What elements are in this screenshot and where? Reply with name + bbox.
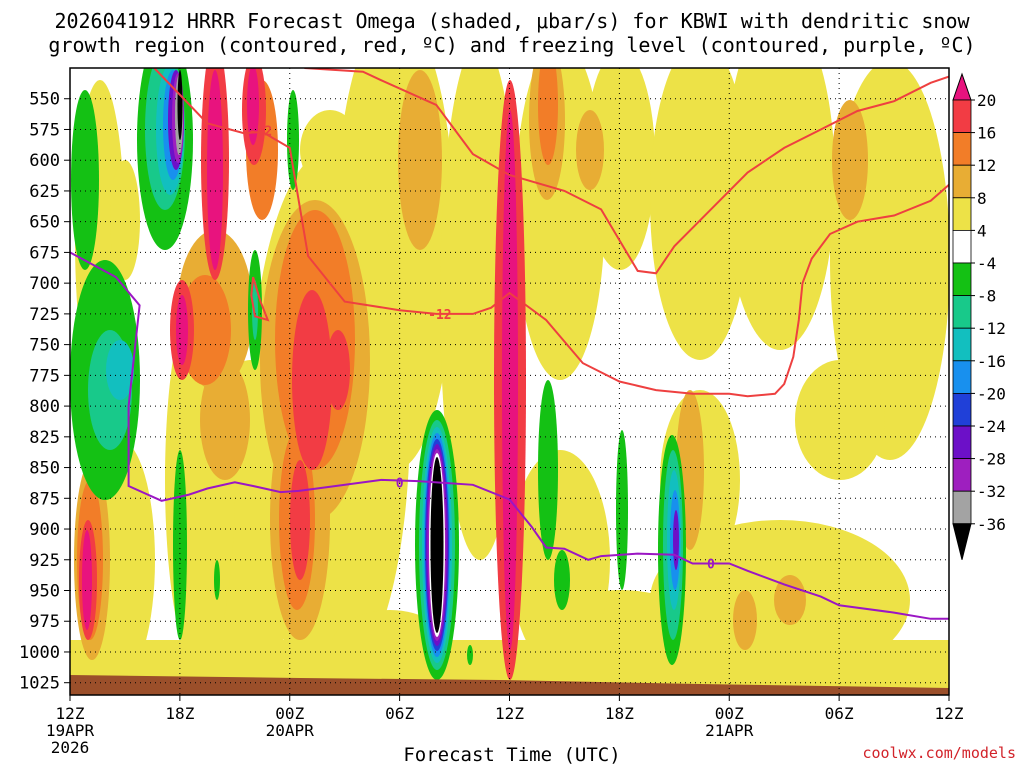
y-tick-label: 625: [29, 182, 60, 202]
colorbar-label: -4: [977, 254, 996, 273]
contour-label: 0: [396, 476, 404, 491]
colorbar-label: 12: [977, 156, 996, 175]
contour-lines: [70, 68, 949, 620]
colorbar-max-arrow: [952, 72, 972, 101]
y-tick-label: 750: [29, 336, 60, 356]
colorbar-label: 20: [977, 91, 996, 110]
colorbar-label: -12: [977, 319, 1006, 338]
y-tick-label: 675: [29, 243, 60, 263]
y-tick-label: 725: [29, 305, 60, 325]
dgz-contour-upper: [153, 68, 949, 398]
colorbar-swatch: [952, 262, 972, 296]
y-tick-label: 700: [29, 274, 60, 294]
chart-title-line1: 2026041912 HRRR Forecast Omega (shaded, …: [54, 9, 970, 33]
colorbar-label: -28: [977, 450, 1006, 469]
x-tick-label: 06Z: [385, 704, 414, 723]
colorbar-label: -36: [977, 515, 1006, 534]
y-tick-label: 875: [29, 489, 60, 509]
freezing-level-contour: [70, 251, 949, 620]
colorbar-label: -16: [977, 352, 1006, 371]
dgz-contour-loop: [250, 276, 270, 322]
contour-label: -12: [428, 308, 451, 323]
x-tick-label: 06Z: [825, 704, 854, 723]
colorbar-swatch: [952, 327, 972, 362]
x-tick-label: 18Z: [165, 704, 194, 723]
colorbar-swatch: [952, 99, 972, 133]
site-credit: coolwx.com/models: [862, 744, 1016, 762]
y-tick-label: 550: [29, 90, 60, 110]
colorbar-label: -32: [977, 482, 1006, 501]
x-axis-title: Forecast Time (UTC): [403, 744, 621, 766]
colorbar-swatch: [952, 164, 972, 199]
x-tick-date: 20APR: [266, 721, 315, 740]
y-tick-label: 900: [29, 520, 60, 540]
colorbar-label: -8: [977, 287, 996, 306]
colorbar-label: 8: [977, 189, 987, 208]
y-tick-label: 800: [29, 397, 60, 417]
y-tick-label: 575: [29, 120, 60, 140]
x-tick-date: 21APR: [705, 721, 754, 740]
y-tick-label: 775: [29, 366, 60, 386]
y-tick-label: 925: [29, 551, 60, 571]
colorbar-label: 16: [977, 124, 996, 143]
x-tick-label: 12Z: [935, 704, 964, 723]
y-tick-label: 950: [29, 582, 60, 602]
omega-colorbar: 20 16 12 8 4 -4 -8 -12 -16 -20 -24 -28 -32 -36: [952, 72, 1006, 560]
y-tick-label: 1000: [19, 643, 60, 663]
colorbar-swatch: [952, 490, 972, 525]
colorbar-swatch: [952, 132, 972, 166]
x-tick-label: 00Z: [715, 704, 744, 723]
colorbar-label: -20: [977, 384, 1006, 403]
x-tick-label: 12Z: [495, 704, 524, 723]
x-tick-label: 12Z: [56, 704, 85, 723]
x-tick-label: 00Z: [275, 704, 304, 723]
y-tick-label: 1025: [19, 674, 60, 694]
contour-label: 0: [707, 557, 715, 572]
x-tick-label: 18Z: [605, 704, 634, 723]
colorbar-label: -24: [977, 417, 1006, 436]
y-tick-label: 650: [29, 213, 60, 233]
contour-labels: -12 -12 0 0: [249, 125, 715, 573]
colorbar-swatch: [952, 229, 972, 264]
colorbar-swatch: [952, 392, 972, 427]
colorbar-label: 4: [977, 221, 987, 240]
colorbar-swatch: [952, 360, 972, 394]
colorbar-swatch: [952, 425, 972, 459]
dgz-contour-lower: [304, 68, 949, 275]
colorbar-swatch: [952, 458, 972, 492]
y-tick-label: 975: [29, 612, 60, 632]
y-tick-label: 600: [29, 151, 60, 171]
chart-title-line2: growth region (contoured, red, ºC) and f…: [48, 33, 976, 57]
colorbar-swatch: [952, 295, 972, 329]
contour-label: -12: [249, 125, 272, 140]
y-tick-label: 850: [29, 459, 60, 479]
colorbar-swatch: [952, 197, 972, 231]
x-tick-date: 19APR: [46, 721, 95, 740]
x-tick-year: 2026: [51, 738, 90, 757]
colorbar-min-arrow: [952, 523, 972, 560]
y-tick-label: 825: [29, 428, 60, 448]
y-axis: 550 575 600 625 650 675 700 725 750 775 800 825 850 8…: [19, 90, 70, 694]
